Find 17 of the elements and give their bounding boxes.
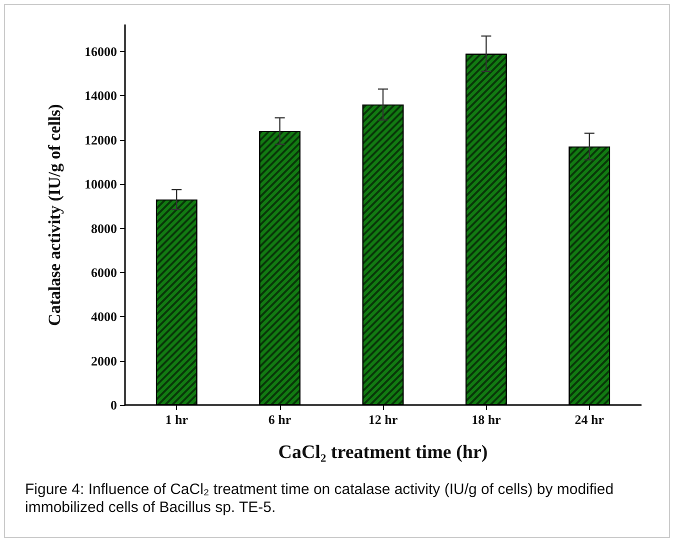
y-tick-label: 0 xyxy=(110,398,117,412)
y-tick-label: 12000 xyxy=(84,132,117,148)
y-tick-label: 16000 xyxy=(84,44,117,60)
x-tick-label: 24 hr xyxy=(574,412,604,427)
y-axis-title: Catalase activity (IU/g of cells) xyxy=(45,104,64,326)
y-tick-label: 4000 xyxy=(91,309,117,324)
x-tick-label: 1 hr xyxy=(165,412,188,427)
x-axis-title: CaCl₂ treatment time (hr) xyxy=(278,442,488,463)
y-tick-label: 10000 xyxy=(84,176,117,192)
x-tick-label: 6 hr xyxy=(268,412,292,427)
y-tick-label: 2000 xyxy=(91,353,117,368)
x-tick-label: 12 hr xyxy=(368,412,398,427)
y-tick-label: 8000 xyxy=(91,220,117,236)
caption: Figure 4: Influence of CaCl₂ treatment time on catalase activity (IU/g of cells) by modified immobilized cells of Bacillus sp. TE-5. xyxy=(25,481,615,517)
y-tick-label: 14000 xyxy=(84,88,117,104)
y-tick-label: 6000 xyxy=(91,264,117,280)
x-tick-label: 18 hr xyxy=(472,412,502,427)
